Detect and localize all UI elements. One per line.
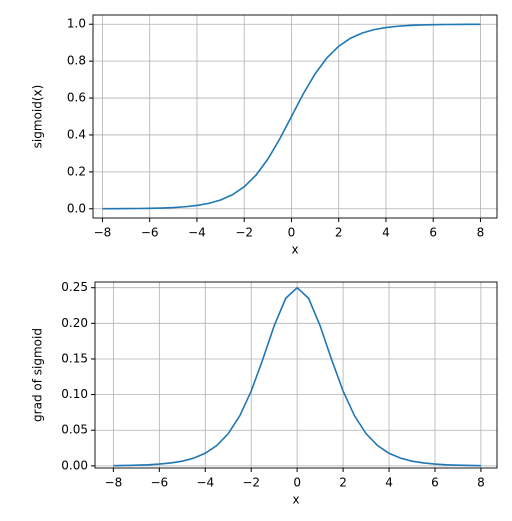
x-tick-label: 8 (477, 476, 485, 490)
x-tick-label: 2 (339, 476, 347, 490)
x-tick-label: 4 (382, 226, 390, 240)
y-tick-label: 0.00 (61, 458, 88, 472)
x-tick-label: 6 (431, 476, 439, 490)
x-axis-label: x (291, 243, 298, 257)
y-tick-label: 0.4 (67, 127, 86, 141)
y-tick-label: 0.10 (61, 387, 88, 401)
plot-frame (94, 281, 498, 469)
y-tick-label: 0.6 (67, 91, 86, 105)
y-tick-label: 0.2 (67, 164, 86, 178)
y-tick-label: 0.20 (61, 316, 88, 330)
plot-frame (92, 14, 498, 219)
y-tick-label: 0.15 (61, 351, 88, 365)
x-tick-label: 0 (293, 476, 301, 490)
x-tick-label: 0 (288, 226, 296, 240)
x-axis-label: x (292, 493, 299, 507)
x-tick-label: −2 (235, 226, 253, 240)
x-tick-label: 6 (429, 226, 437, 240)
x-tick-label: −6 (150, 476, 168, 490)
y-tick-label: 0.25 (61, 280, 88, 294)
y-tick-label: 0.0 (67, 201, 86, 215)
data-line (102, 23, 481, 210)
x-tick-label: −8 (105, 476, 123, 490)
y-tick-label: 1.0 (67, 17, 86, 31)
x-tick-label: −8 (94, 226, 112, 240)
data-line (113, 286, 481, 467)
x-tick-label: −6 (141, 226, 159, 240)
x-tick-label: 8 (477, 226, 485, 240)
y-tick-label: 0.05 (61, 423, 88, 437)
y-tick-label: 0.8 (67, 54, 86, 68)
x-tick-label: −4 (196, 476, 214, 490)
x-tick-label: 2 (335, 226, 343, 240)
x-tick-label: −2 (242, 476, 260, 490)
x-tick-label: 4 (385, 476, 393, 490)
y-axis-label: grad of sigmoid (31, 328, 45, 422)
x-tick-label: −4 (188, 226, 206, 240)
y-axis-label: sigmoid(x) (31, 85, 45, 149)
